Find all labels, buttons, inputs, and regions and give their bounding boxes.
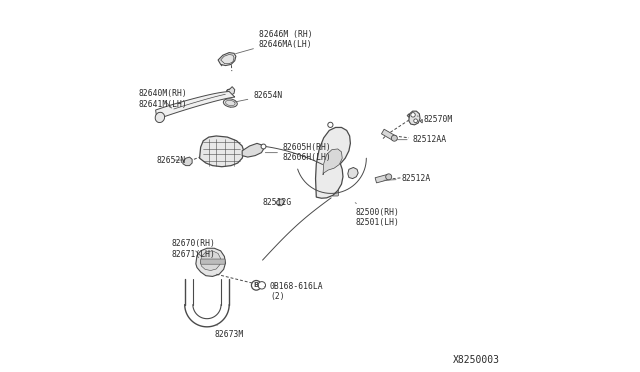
- Circle shape: [386, 174, 392, 180]
- Text: 82670(RH)
82671(LH): 82670(RH) 82671(LH): [172, 239, 216, 259]
- Polygon shape: [409, 111, 420, 125]
- Polygon shape: [200, 136, 244, 167]
- Text: 82512A: 82512A: [384, 174, 431, 183]
- Ellipse shape: [223, 99, 237, 107]
- Polygon shape: [316, 128, 350, 198]
- Text: 82654N: 82654N: [234, 91, 282, 102]
- Polygon shape: [276, 199, 284, 206]
- Polygon shape: [218, 52, 236, 65]
- Circle shape: [411, 113, 415, 117]
- Text: B: B: [253, 282, 259, 288]
- Text: 82570M: 82570M: [417, 115, 453, 124]
- Circle shape: [258, 282, 262, 287]
- FancyBboxPatch shape: [332, 173, 339, 196]
- Polygon shape: [242, 143, 264, 157]
- Text: 82605H(RH)
82606H(LH): 82605H(RH) 82606H(LH): [266, 143, 332, 162]
- Circle shape: [258, 282, 266, 289]
- Text: 82652N: 82652N: [157, 155, 186, 164]
- Polygon shape: [323, 149, 342, 175]
- Polygon shape: [196, 248, 225, 276]
- Text: 82673M: 82673M: [214, 325, 244, 339]
- Polygon shape: [407, 114, 409, 118]
- Circle shape: [252, 280, 261, 290]
- Circle shape: [414, 119, 417, 123]
- Polygon shape: [183, 157, 192, 166]
- Text: 82500(RH)
82501(LH): 82500(RH) 82501(LH): [355, 203, 399, 227]
- Text: 82640M(RH)
82641M(LH): 82640M(RH) 82641M(LH): [138, 89, 187, 109]
- Text: 0B168-616LA
(2): 0B168-616LA (2): [264, 282, 324, 301]
- Polygon shape: [201, 251, 221, 270]
- Text: 82646M (RH)
82646MA(LH): 82646M (RH) 82646MA(LH): [236, 30, 312, 54]
- Circle shape: [391, 135, 397, 141]
- Polygon shape: [420, 119, 422, 123]
- FancyBboxPatch shape: [201, 259, 225, 264]
- Polygon shape: [156, 92, 235, 119]
- Polygon shape: [381, 129, 396, 141]
- Text: X8250003: X8250003: [452, 355, 500, 365]
- Text: 82512AA: 82512AA: [397, 135, 447, 144]
- Text: 82512G: 82512G: [262, 198, 292, 207]
- Polygon shape: [348, 167, 358, 179]
- Polygon shape: [227, 87, 235, 95]
- Polygon shape: [375, 174, 389, 183]
- Ellipse shape: [155, 112, 164, 122]
